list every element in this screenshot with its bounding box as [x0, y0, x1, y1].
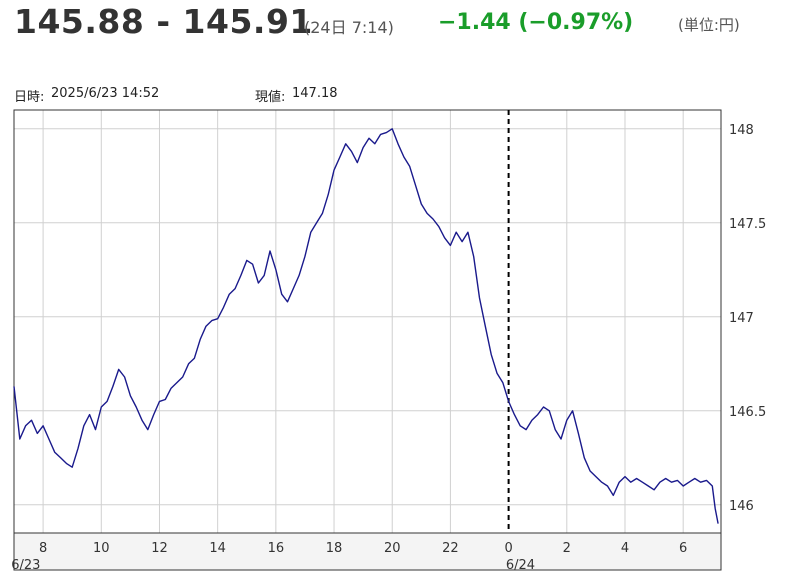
quote-header: 145.88 - 145.91 (24日 7:14) −1.44 (−0.97%… — [14, 0, 784, 44]
current-value: 147.18 — [292, 86, 338, 101]
x-tick-label: 2 — [563, 541, 571, 556]
price-series-line — [13, 128, 719, 524]
datetime-value: 2025/6/23 14:52 — [51, 86, 160, 101]
date-label: 6/23 — [11, 558, 40, 573]
x-tick-label: 14 — [209, 541, 226, 556]
x-tick-label: 20 — [384, 541, 401, 556]
x-tick-label: 6 — [679, 541, 687, 556]
current-label: 現値: — [255, 90, 286, 105]
x-tick-label: 18 — [326, 541, 343, 556]
x-tick-label: 10 — [93, 541, 110, 556]
y-tick-label: 146.5 — [729, 405, 766, 420]
plot-frame — [13, 109, 722, 534]
datetime-label: 日時: — [14, 90, 45, 105]
date-label: 6/24 — [506, 558, 535, 573]
x-tick-label: 0 — [504, 541, 512, 556]
x-tick-label: 12 — [151, 541, 168, 556]
y-tick-label: 148 — [729, 123, 754, 138]
y-tick-label: 147 — [729, 311, 754, 326]
x-tick-label: 8 — [39, 541, 47, 556]
x-tick-label: 4 — [621, 541, 629, 556]
y-tick-label: 147.5 — [729, 217, 766, 232]
price-change: −1.44 (−0.97%) — [438, 10, 634, 35]
unit-label: (単位:円) — [678, 16, 740, 34]
price-range: 145.88 - 145.91 — [14, 2, 313, 41]
x-tick-label: 22 — [442, 541, 459, 556]
x-axis-band — [13, 532, 722, 571]
y-tick-label: 146 — [729, 499, 754, 514]
quote-time: (24日 7:14) — [304, 18, 394, 37]
x-tick-label: 16 — [268, 541, 285, 556]
